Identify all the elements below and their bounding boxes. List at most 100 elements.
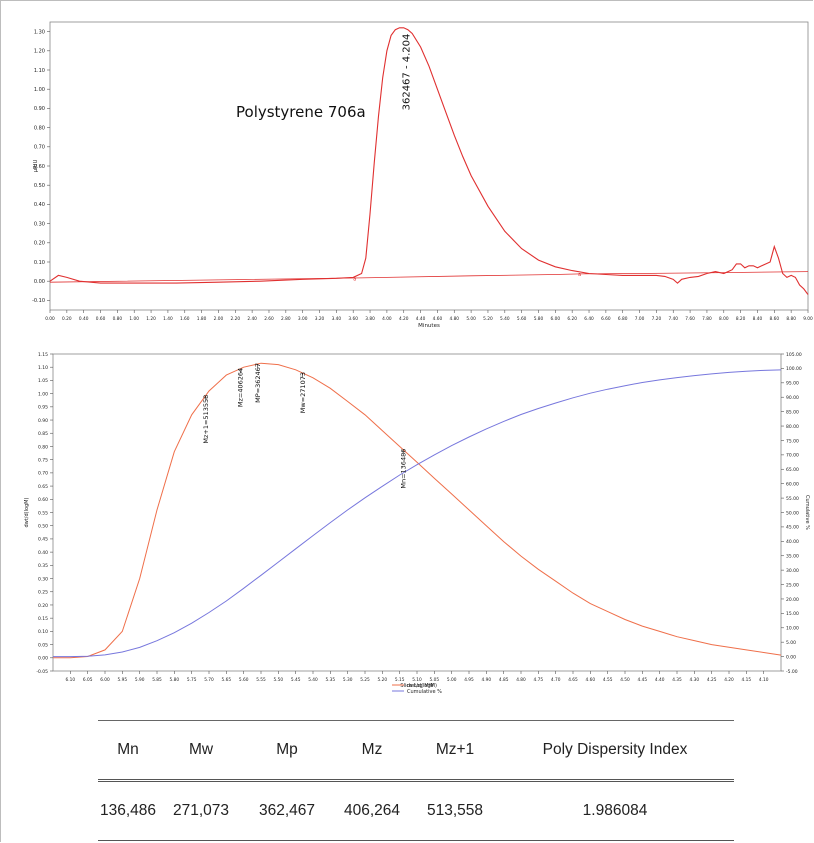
- x-tick-label: 4.70: [551, 677, 561, 683]
- y-tick-label: 1.00: [34, 87, 45, 93]
- y2-tick-label: 90.00: [786, 395, 799, 401]
- y-tick-label: -0.05: [36, 669, 48, 675]
- x-tick-label: 4.15: [742, 677, 752, 683]
- x-tick-label: 0.00: [45, 316, 55, 322]
- header-mw: Mw: [188, 741, 214, 758]
- x-tick-label: 4.55: [603, 677, 613, 683]
- y-tick-label: 0.30: [38, 576, 48, 582]
- y-tick-label: 1.00: [38, 391, 48, 397]
- x-tick-label: 2.20: [230, 316, 240, 322]
- y2-tick-label: 65.00: [786, 467, 799, 473]
- y2-tick-label: 5.00: [786, 640, 796, 646]
- x-axis-title: Minutes: [418, 323, 440, 329]
- table-header-row: Mn Mw Mp Mz Mz+1 Poly Dispersity Index: [98, 720, 734, 782]
- y-tick-label: 0.70: [34, 145, 45, 151]
- x-tick-label: 4.45: [638, 677, 648, 683]
- y-tick-label: 0.60: [34, 164, 45, 170]
- x-tick-label: 2.40: [247, 316, 257, 322]
- baseline-trace: [49, 271, 809, 283]
- x-tick-label: 5.35: [326, 677, 336, 683]
- y-tick-label: 0.90: [34, 106, 45, 112]
- y2-tick-label: 60.00: [786, 481, 799, 487]
- x-tick-label: 4.80: [449, 316, 459, 322]
- y2-tick-label: 105.00: [786, 352, 802, 358]
- y2-tick-label: 70.00: [786, 453, 799, 459]
- x-tick-label: 7.40: [668, 316, 678, 322]
- x-tick-label: 1.60: [180, 316, 190, 322]
- header-mz1: Mz+1: [435, 741, 475, 758]
- x-tick-label: 2.00: [214, 316, 224, 322]
- x-tick-label: 4.10: [759, 677, 769, 683]
- marker-label: Mn=136486: [400, 449, 408, 489]
- x-tick-label: 8.60: [770, 316, 780, 322]
- x-tick-label: 5.10: [412, 677, 422, 683]
- x-tick-label: 5.75: [187, 677, 197, 683]
- x-tick-label: 7.80: [702, 316, 712, 322]
- plot-area: [52, 353, 782, 672]
- chromatogram-trace: [49, 27, 809, 295]
- x-tick-label: 8.00: [719, 316, 729, 322]
- y-axis-title: dwt/d(logM): [24, 497, 30, 527]
- y2-tick-label: 40.00: [786, 539, 799, 545]
- x-tick-label: 0.40: [79, 316, 89, 322]
- x-tick-label: 6.00: [100, 677, 110, 683]
- y-tick-label: 1.05: [38, 378, 48, 384]
- marker-label: Mz=406264: [237, 368, 245, 407]
- x-tick-label: 3.20: [315, 316, 325, 322]
- x-tick-label: 5.55: [256, 677, 266, 683]
- y-tick-label: 0.25: [38, 590, 48, 596]
- sample-name-annotation: Polystyrene 706a: [236, 103, 366, 121]
- x-tick-label: 5.80: [534, 316, 544, 322]
- x-tick-label: 4.35: [672, 677, 682, 683]
- x-tick-label: 9.00: [803, 316, 813, 322]
- x-tick-label: 1.20: [146, 316, 156, 322]
- header-mz: Mz: [361, 741, 383, 758]
- x-tick-label: 5.80: [170, 677, 180, 683]
- y2-tick-label: 85.00: [786, 409, 799, 415]
- y-tick-label: 1.20: [34, 49, 45, 55]
- y-tick-label: 0.50: [34, 183, 45, 189]
- header-pdi: Poly Dispersity Index: [542, 741, 688, 758]
- y-tick-label: 0.45: [38, 537, 48, 543]
- y-tick-label: 1.30: [34, 29, 45, 35]
- x-tick-label: 5.90: [135, 677, 145, 683]
- y-tick-label: 0.70: [38, 471, 48, 477]
- y-tick-label: 1.10: [34, 68, 45, 74]
- x-tick-label: 1.80: [197, 316, 207, 322]
- y-tick-label: 0.10: [38, 629, 48, 635]
- x-tick-label: 4.65: [568, 677, 578, 683]
- x-tick-label: 5.20: [378, 677, 388, 683]
- x-tick-label: 0.60: [96, 316, 106, 322]
- y2-tick-label: 10.00: [786, 626, 799, 632]
- x-tick-label: 1.40: [163, 316, 173, 322]
- y-tick-label: 0.10: [34, 260, 45, 266]
- x-tick-label: 4.95: [464, 677, 474, 683]
- chromatogram-chart: 0.00 0.20 0.40 0.60 0.80 1.00 1.20 1.40 1.60 1.80…: [32, 21, 813, 329]
- x-tick-label: 4.85: [499, 677, 509, 683]
- dwt-series-line: [53, 362, 782, 659]
- x-tick-label: 5.15: [395, 677, 405, 683]
- y2-tick-label: 30.00: [786, 568, 799, 574]
- cumulative-series-line: [53, 369, 782, 658]
- x-tick-label: 4.50: [620, 677, 630, 683]
- y-tick-label: 0.85: [38, 431, 48, 437]
- y-tick-label: 0.75: [38, 457, 48, 463]
- x-tick-label: 5.50: [274, 677, 284, 683]
- x-tick-label: 6.60: [601, 316, 611, 322]
- x-tick-label: 5.45: [291, 677, 301, 683]
- value-mz: 406,264: [343, 802, 401, 819]
- peak-label: 362467 - 4.204: [401, 34, 412, 111]
- value-mz1: 513,558: [426, 802, 484, 819]
- x-tick-label: 5.30: [343, 677, 353, 683]
- x-tick-label: 5.60: [239, 677, 249, 683]
- y2-tick-label: 45.00: [786, 525, 799, 531]
- x-tick-label: 1.00: [129, 316, 139, 322]
- y-tick-label: 0.60: [38, 497, 48, 503]
- marker-label: Mw=271073: [299, 372, 307, 413]
- x-tick-label: 4.30: [690, 677, 700, 683]
- y-tick-label: 0.80: [34, 125, 45, 131]
- y2-axis-title: Cumulative %: [804, 495, 810, 530]
- y-tick-label: 0.20: [38, 603, 48, 609]
- y-tick-label: 0.65: [38, 484, 48, 490]
